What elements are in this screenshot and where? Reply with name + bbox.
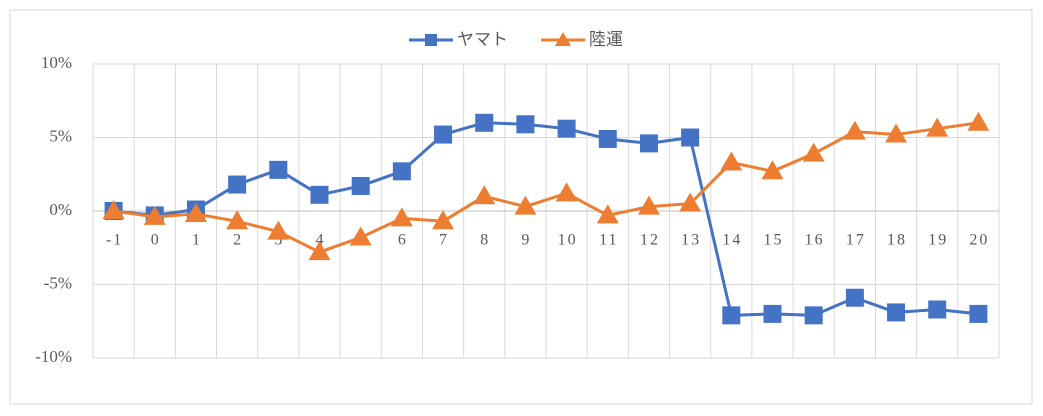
series-line: [113, 121, 979, 317]
marker: [928, 300, 947, 319]
marker: [598, 129, 617, 148]
x-tick-label: 2: [233, 232, 243, 249]
x-tick-label: 15: [764, 232, 784, 249]
marker: [473, 185, 496, 205]
marker: [639, 134, 658, 153]
x-tick-label: 13: [681, 232, 701, 249]
marker: [926, 117, 949, 137]
y-tick-label: 0%: [49, 200, 72, 219]
marker: [763, 304, 782, 323]
x-tick-label: 9: [521, 232, 531, 249]
marker: [516, 115, 535, 134]
marker: [557, 119, 576, 138]
marker: [637, 195, 660, 215]
x-tick-label: 3: [274, 232, 284, 249]
x-tick-label: 1: [192, 232, 202, 249]
y-tick-label: -10%: [35, 347, 72, 366]
marker: [184, 202, 207, 222]
legend-label: ヤマト: [457, 30, 508, 50]
legend-item: ヤマト: [409, 30, 508, 50]
series-line: [113, 121, 979, 254]
marker: [967, 111, 990, 131]
marker: [351, 177, 370, 196]
y-tick-label: -5%: [44, 273, 72, 292]
marker: [432, 210, 455, 230]
x-tick-label: 18: [887, 232, 907, 249]
x-tick-label: 17: [846, 232, 866, 249]
marker: [596, 204, 619, 224]
marker: [845, 288, 864, 307]
marker: [681, 128, 700, 147]
x-tick-label: 4: [316, 232, 326, 249]
legend-marker: [555, 32, 571, 46]
x-tick-label: 7: [439, 232, 449, 249]
marker: [843, 120, 866, 140]
marker: [308, 241, 331, 261]
marker: [679, 192, 702, 212]
marker: [390, 207, 413, 227]
marker: [267, 220, 290, 240]
marker: [269, 160, 288, 179]
marker: [102, 200, 125, 219]
marker: [555, 182, 578, 202]
legend-item: 陸運: [541, 30, 623, 50]
y-tick-label: 5%: [49, 126, 72, 145]
y-tick-label: 10%: [41, 53, 72, 72]
x-tick-label: 12: [640, 232, 660, 249]
marker: [761, 160, 784, 180]
marker: [885, 123, 908, 143]
marker: [143, 205, 166, 225]
x-tick-label: 16: [805, 232, 825, 249]
x-tick-label: 14: [722, 232, 742, 249]
x-tick-label: 0: [151, 232, 161, 249]
marker: [887, 303, 906, 322]
x-tick-label: -1: [106, 232, 123, 249]
marker: [228, 175, 247, 194]
marker: [802, 142, 825, 162]
x-tick-label: 20: [969, 232, 989, 249]
x-tick-label: 11: [599, 232, 618, 249]
x-tick-label: 6: [398, 232, 408, 249]
marker: [720, 151, 743, 171]
legend-label: 陸運: [589, 30, 623, 50]
x-tick-label: 8: [480, 232, 490, 249]
marker: [804, 306, 823, 325]
marker: [349, 226, 372, 246]
marker: [310, 185, 329, 204]
marker: [434, 125, 453, 144]
marker: [722, 306, 741, 325]
marker: [392, 162, 411, 181]
x-tick-label: 10: [558, 232, 578, 249]
legend-marker: [425, 34, 437, 46]
marker: [226, 210, 249, 230]
marker: [475, 113, 494, 132]
marker: [969, 304, 988, 323]
marker: [514, 195, 537, 215]
x-tick-label: 19: [928, 232, 948, 249]
